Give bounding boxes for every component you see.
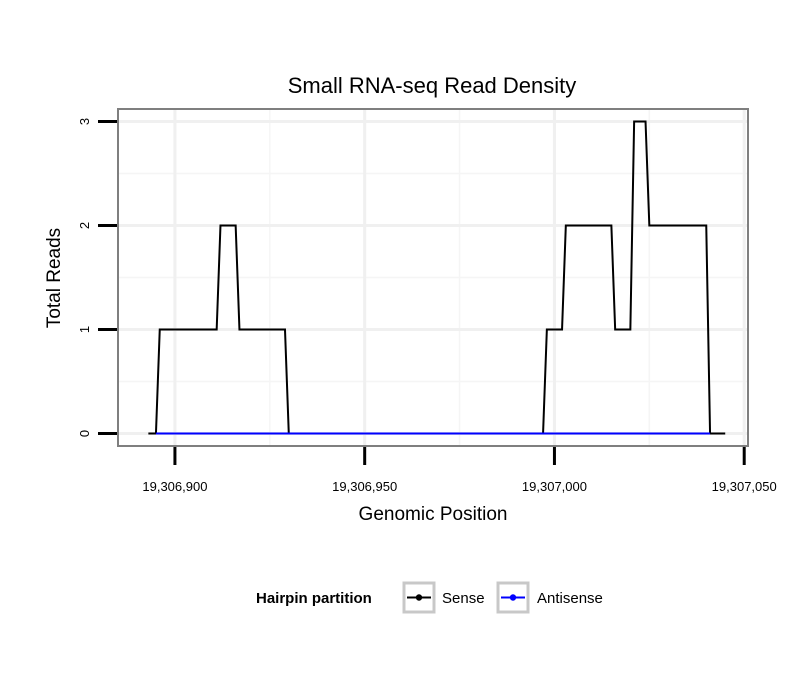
x-tick-label: 19,307,000	[522, 479, 587, 494]
legend-key-antisense	[496, 581, 530, 614]
legend-title: Hairpin partition	[256, 590, 372, 607]
y-tick-label: 0	[77, 430, 92, 437]
x-axis: 19,306,900 19,306,950 19,307,000 19,307,050	[142, 447, 777, 494]
y-tick-label: 2	[77, 222, 92, 229]
x-axis-title: Genomic Position	[359, 504, 508, 525]
series-layer	[148, 120, 726, 435]
legend-item-sense: Sense	[402, 581, 485, 614]
legend-item-antisense: Antisense	[496, 581, 603, 614]
y-tick-label: 1	[77, 326, 92, 333]
grid-minor	[118, 109, 748, 446]
x-tick-label: 19,306,900	[142, 479, 207, 494]
x-tick-label: 19,306,950	[332, 479, 397, 494]
y-axis-title: Total Reads	[44, 228, 65, 328]
legend-label-antisense: Antisense	[537, 590, 603, 607]
legend-key-antisense-point	[509, 594, 517, 601]
plot-area	[117, 108, 749, 447]
legend-key-sense-point	[415, 594, 423, 601]
x-tick-label: 19,307,050	[712, 479, 777, 494]
legend-label-sense: Sense	[442, 590, 485, 607]
chart-title: Small RNA-seq Read Density	[288, 73, 577, 98]
legend: Hairpin partition Sense Antisense	[256, 581, 603, 614]
plot-border	[117, 108, 749, 447]
y-tick-label: 3	[77, 118, 92, 125]
y-axis: 0 1 2 3	[77, 118, 117, 437]
